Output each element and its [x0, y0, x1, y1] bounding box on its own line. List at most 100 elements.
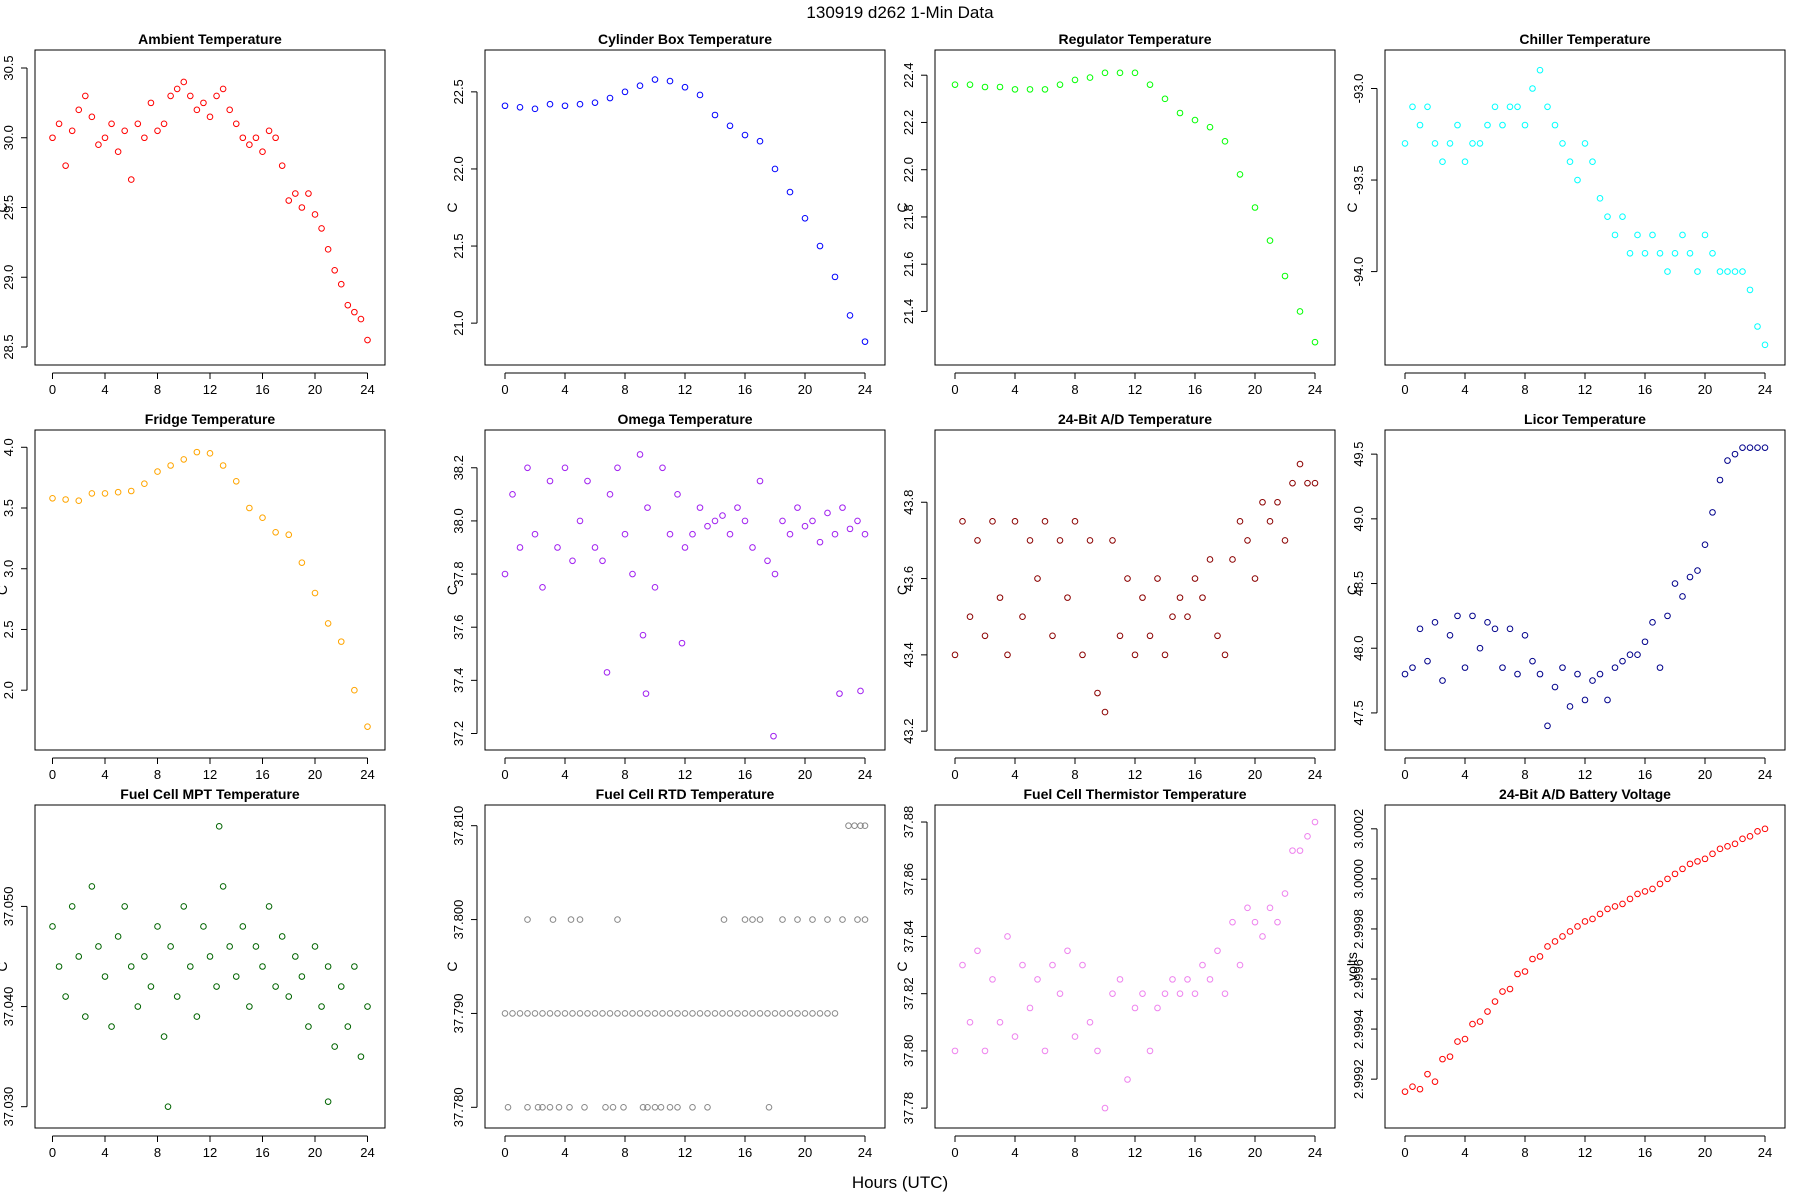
- x-tick-label: 12: [1578, 767, 1592, 782]
- data-point: [232, 120, 240, 128]
- x-tick-label: 20: [308, 767, 322, 782]
- series-fuel_thermistor: [951, 818, 1319, 1112]
- data-point: [504, 1104, 512, 1111]
- data-point: [1709, 509, 1716, 516]
- data-point: [68, 903, 76, 910]
- y-tick-label: 2.5: [1, 620, 16, 638]
- x-tick-label: 8: [621, 1145, 628, 1160]
- data-point: [1034, 976, 1041, 983]
- data-point: [606, 491, 614, 498]
- data-point: [351, 686, 358, 694]
- y-tick-label: 38.0: [451, 508, 466, 533]
- data-point: [1049, 961, 1056, 969]
- data-point: [1431, 1078, 1439, 1085]
- data-point: [1716, 268, 1724, 275]
- y-tick-label: 3.5: [1, 499, 16, 517]
- data-point: [1259, 933, 1266, 940]
- x-tick-label: 12: [1128, 1145, 1142, 1160]
- data-point: [1574, 670, 1581, 678]
- data-point: [794, 504, 801, 511]
- x-tick-label: 16: [738, 1145, 752, 1160]
- x-tick-label: 20: [1248, 767, 1262, 782]
- x-tick-label: 16: [255, 1145, 269, 1160]
- data-point: [1566, 928, 1574, 935]
- data-point: [1101, 708, 1109, 716]
- data-point: [509, 491, 516, 498]
- y-tick-label: -93.0: [1351, 74, 1366, 104]
- data-point: [1484, 1008, 1491, 1015]
- data-point: [213, 92, 220, 100]
- data-point: [591, 99, 599, 106]
- x-tick-label: 8: [621, 382, 628, 397]
- chart-title: Omega Temperature: [617, 411, 752, 427]
- data-point: [1176, 990, 1184, 997]
- data-point: [1499, 988, 1506, 995]
- data-point: [1079, 651, 1086, 659]
- data-point: [531, 530, 539, 538]
- data-point: [285, 197, 293, 204]
- y-tick-label: 22.5: [451, 79, 466, 104]
- data-point: [1581, 696, 1589, 704]
- data-point: [1529, 85, 1536, 92]
- y-axis-label: C: [1344, 202, 1360, 212]
- x-tick-label: 4: [101, 767, 108, 782]
- data-point: [561, 1010, 569, 1017]
- data-point: [1694, 858, 1701, 865]
- data-point: [1124, 575, 1131, 582]
- data-point: [981, 83, 989, 91]
- x-tick-label: 4: [1461, 1145, 1468, 1160]
- data-point: [678, 639, 686, 647]
- data-point: [599, 1010, 606, 1017]
- data-point: [1169, 613, 1176, 621]
- data-point: [95, 141, 102, 149]
- data-point: [1754, 323, 1761, 330]
- y-axis-label: C: [0, 202, 10, 212]
- data-point: [298, 559, 306, 566]
- data-point: [771, 1010, 779, 1017]
- data-point: [82, 1013, 89, 1020]
- data-point: [1581, 918, 1589, 925]
- data-point: [501, 1010, 509, 1017]
- data-point: [1746, 833, 1754, 840]
- data-point: [621, 88, 629, 96]
- data-point: [756, 137, 764, 145]
- data-point: [1191, 116, 1199, 124]
- data-point: [614, 916, 621, 923]
- data-point: [720, 916, 728, 923]
- data-point: [1161, 95, 1169, 103]
- data-point: [1461, 664, 1469, 671]
- data-point: [831, 273, 839, 281]
- data-point: [101, 490, 109, 497]
- data-point: [1409, 664, 1416, 671]
- data-point: [726, 122, 734, 130]
- chart-title: 24-Bit A/D Battery Voltage: [1499, 786, 1671, 802]
- data-point: [846, 312, 854, 319]
- data-point: [1596, 195, 1604, 202]
- data-point: [246, 504, 253, 512]
- data-point: [206, 113, 214, 121]
- data-point: [1296, 308, 1304, 315]
- data-point: [614, 1010, 621, 1017]
- data-point: [1679, 865, 1686, 873]
- plot-frame: [484, 429, 886, 751]
- data-point: [351, 963, 358, 970]
- data-point: [311, 943, 319, 950]
- data-point: [786, 530, 794, 538]
- data-point: [584, 477, 591, 485]
- plot-frame: [484, 804, 886, 1129]
- data-point: [1244, 904, 1251, 912]
- plot-frame: [1384, 804, 1786, 1129]
- x-tick-label: 20: [1698, 382, 1712, 397]
- x-tick-label: 12: [203, 1145, 217, 1160]
- y-tick-label: 29.0: [1, 265, 16, 290]
- data-point: [711, 1010, 719, 1017]
- data-point: [324, 620, 332, 627]
- data-point: [681, 1010, 689, 1017]
- y-tick-label: 37.84: [901, 920, 916, 953]
- data-point: [180, 903, 188, 910]
- data-point: [1206, 556, 1214, 563]
- data-point: [561, 102, 569, 110]
- data-point: [1214, 947, 1221, 955]
- data-point: [581, 1104, 588, 1111]
- data-point: [1176, 109, 1184, 117]
